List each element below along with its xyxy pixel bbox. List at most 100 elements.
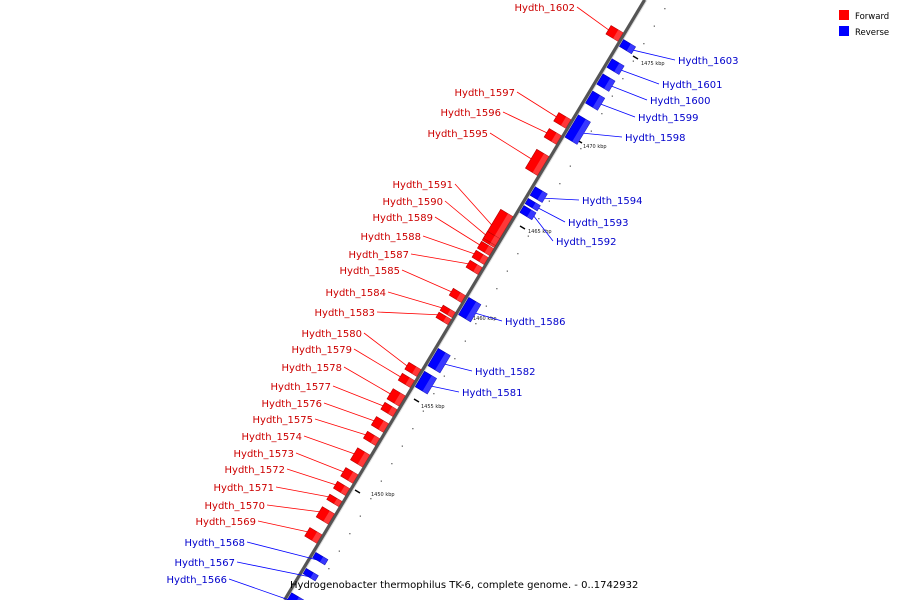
gene-block-highlight <box>357 452 370 467</box>
gene-label-hydth-1603[interactable]: Hydth_1603 <box>678 56 739 67</box>
gene-block-highlight <box>435 352 451 373</box>
minor-tick-dot <box>538 218 540 220</box>
minor-tick-dot <box>527 235 529 237</box>
gene-label-hydth-1601[interactable]: Hydth_1601 <box>662 80 723 91</box>
gene-label-hydth-1597[interactable]: Hydth_1597 <box>455 88 516 99</box>
gene-label-hydth-1596[interactable]: Hydth_1596 <box>441 108 502 119</box>
scale-tick-mark <box>354 489 361 494</box>
gene-block-highlight <box>405 377 415 388</box>
gene-block-highlight <box>394 392 406 407</box>
leader-line <box>583 132 623 138</box>
gene-label-hydth-1575[interactable]: Hydth_1575 <box>253 415 314 426</box>
leader-line <box>538 207 566 223</box>
gene-label-hydth-1590[interactable]: Hydth_1590 <box>383 197 444 208</box>
scale-tick-label: 1475 kbp <box>641 61 665 67</box>
minor-tick-dot <box>601 113 603 115</box>
minor-tick-dot <box>664 8 666 10</box>
gene-label-hydth-1573[interactable]: Hydth_1573 <box>234 449 295 460</box>
gene-block-highlight <box>323 510 335 525</box>
leader-line <box>611 85 648 101</box>
gene-label-hydth-1567[interactable]: Hydth_1567 <box>175 558 236 569</box>
legend: Forward Reverse <box>839 10 889 38</box>
gene-label-hydth-1587[interactable]: Hydth_1587 <box>349 250 410 261</box>
scale-tick-label: 1450 kbp <box>371 492 395 498</box>
leader-line <box>228 578 291 600</box>
gene-label-hydth-1579[interactable]: Hydth_1579 <box>292 345 353 356</box>
gene-label-hydth-1568[interactable]: Hydth_1568 <box>185 538 246 549</box>
gene-block-highlight <box>551 132 562 145</box>
leader-line <box>533 215 554 242</box>
gene-label-hydth-1582[interactable]: Hydth_1582 <box>475 367 536 378</box>
minor-tick-dot <box>580 148 582 150</box>
minor-tick-dot <box>391 463 393 465</box>
gene-label-hydth-1595[interactable]: Hydth_1595 <box>428 129 489 140</box>
gene-block-highlight <box>490 235 500 246</box>
gene-block-highlight <box>340 485 350 496</box>
gene-label-hydth-1588[interactable]: Hydth_1588 <box>361 232 422 243</box>
minor-tick-dot <box>632 60 634 62</box>
gene-label-hydth-1592[interactable]: Hydth_1592 <box>556 237 617 248</box>
label-leader-lines <box>228 6 676 600</box>
gene-label-hydth-1577[interactable]: Hydth_1577 <box>271 382 332 393</box>
gene-label-hydth-1571[interactable]: Hydth_1571 <box>214 483 275 494</box>
leader-line <box>275 486 329 498</box>
leader-line <box>454 183 492 226</box>
gene-label-hydth-1591[interactable]: Hydth_1591 <box>393 180 454 191</box>
gene-block-highlight <box>572 119 591 145</box>
minor-tick-dot <box>370 498 372 500</box>
gene-label-hydth-1574[interactable]: Hydth_1574 <box>242 432 303 443</box>
gene-label-hydth-1578[interactable]: Hydth_1578 <box>282 363 343 374</box>
gene-block-highlight <box>347 471 358 484</box>
leader-line <box>353 348 401 378</box>
gene-block-highlight <box>319 556 328 565</box>
gene-label-hydth-1594[interactable]: Hydth_1594 <box>582 196 643 207</box>
gene-block-highlight <box>412 366 421 377</box>
gene-block-highlight <box>333 498 342 507</box>
gene-label-hydth-1569[interactable]: Hydth_1569 <box>196 517 257 528</box>
gene-label-hydth-1602[interactable]: Hydth_1602 <box>515 3 576 14</box>
gene-label-hydth-1598[interactable]: Hydth_1598 <box>625 133 686 144</box>
gene-blocks <box>286 25 636 600</box>
gene-label-hydth-1566[interactable]: Hydth_1566 <box>167 575 228 586</box>
gene-label-hydth-1570[interactable]: Hydth_1570 <box>205 501 266 512</box>
minor-tick-dot <box>464 340 466 342</box>
gene-label-hydth-1572[interactable]: Hydth_1572 <box>225 465 286 476</box>
minor-tick-dot <box>443 375 445 377</box>
gene-label-hydth-1593[interactable]: Hydth_1593 <box>568 218 629 229</box>
gene-labels: Hydth_1602 Hydth_1603 Hydth_1601 Hydth_1600… <box>167 3 739 586</box>
gene-label-hydth-1599[interactable]: Hydth_1599 <box>638 113 699 124</box>
gene-label-hydth-1580[interactable]: Hydth_1580 <box>302 329 363 340</box>
gene-label-hydth-1585[interactable]: Hydth_1585 <box>340 266 401 277</box>
gene-label-hydth-1583[interactable]: Hydth_1583 <box>315 308 376 319</box>
minor-tick-dot <box>517 253 519 255</box>
gene-block-highlight <box>310 572 319 581</box>
scale-tick-label: 1460 kbp <box>473 316 497 322</box>
gene-block-highlight <box>422 375 437 394</box>
minor-tick-dot <box>643 43 645 45</box>
gene-label-hydth-1584[interactable]: Hydth_1584 <box>326 288 387 299</box>
gene-label-hydth-1576[interactable]: Hydth_1576 <box>262 399 323 410</box>
gene-label-hydth-1589[interactable]: Hydth_1589 <box>373 213 434 224</box>
leader-line <box>295 452 344 473</box>
leader-line <box>475 312 503 322</box>
minor-tick-dot <box>454 358 456 360</box>
gene-block-highlight <box>443 316 452 325</box>
gene-label-hydth-1600[interactable]: Hydth_1600 <box>650 96 711 107</box>
scale-ticks: 1450 kbp 1455 kbp 1460 kbp 1465 kbp 1470 kbp… <box>354 55 665 498</box>
minor-tick-dot <box>422 410 424 412</box>
leader-line <box>387 291 442 309</box>
genome-caption: Hydrogenobacter thermophilus TK-6, compl… <box>290 580 638 591</box>
leader-line <box>516 91 557 118</box>
minor-tick-dot <box>338 550 340 552</box>
leader-line <box>431 385 460 393</box>
minor-tick-dot <box>328 568 330 570</box>
minor-tick-dot <box>475 323 477 325</box>
leader-line <box>445 363 473 372</box>
leader-line <box>323 402 375 422</box>
minor-tick-dot <box>496 288 498 290</box>
gene-label-hydth-1581[interactable]: Hydth_1581 <box>462 388 523 399</box>
gene-label-hydth-1586[interactable]: Hydth_1586 <box>505 317 566 328</box>
legend-reverse-swatch <box>839 26 849 36</box>
legend-forward-swatch <box>839 10 849 20</box>
